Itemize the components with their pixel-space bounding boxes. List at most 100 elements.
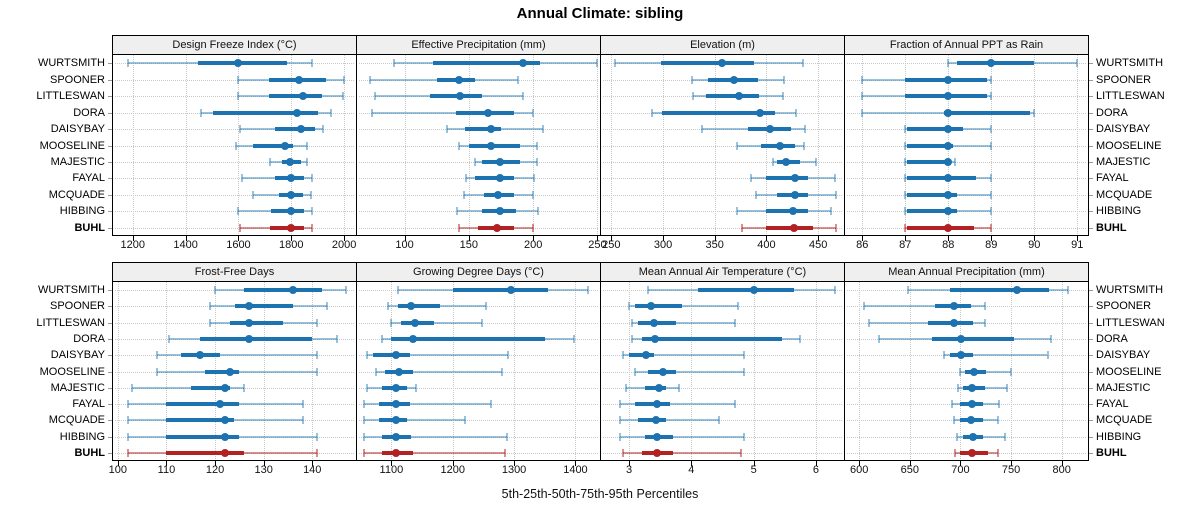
iqr-bar-wurtsmith bbox=[956, 61, 1035, 66]
station-tick-left bbox=[108, 145, 112, 147]
iqr-bar-dora bbox=[641, 336, 782, 341]
whisker-cap-high bbox=[536, 157, 538, 166]
median-dot-daisybay bbox=[765, 125, 774, 134]
whisker-cap-low bbox=[209, 318, 212, 327]
x-tick-label: 750 bbox=[1001, 464, 1021, 476]
station-label-left: FAYAL bbox=[72, 398, 105, 411]
x-tick-label: 100 bbox=[395, 239, 414, 251]
median-dot-wurtsmith bbox=[749, 286, 758, 295]
panel-elevation-m: Elevation (m) bbox=[600, 35, 845, 236]
median-dot-fayal bbox=[495, 174, 504, 183]
station-tick-right bbox=[1089, 387, 1093, 389]
whisker-cap-high bbox=[737, 302, 740, 311]
station-tick-left bbox=[108, 161, 112, 163]
median-dot-mooseline bbox=[659, 367, 668, 376]
station-tick-left bbox=[108, 227, 112, 229]
whisker-cap-low bbox=[381, 334, 384, 343]
median-dot-spooner bbox=[944, 75, 953, 84]
x-tick bbox=[991, 236, 993, 241]
whisker-cap-high bbox=[310, 190, 313, 199]
station-gridline bbox=[115, 79, 354, 81]
x-tick-label: 110 bbox=[157, 464, 176, 476]
whisker-cap-high bbox=[996, 448, 999, 457]
panel-plot bbox=[600, 55, 845, 236]
x-tick bbox=[597, 236, 599, 241]
whisker-cap-high bbox=[586, 286, 589, 295]
x-tick-label: 86 bbox=[856, 239, 869, 251]
iqr-bar-daisybay bbox=[629, 353, 654, 358]
whisker-cap-low bbox=[954, 448, 957, 457]
station-tick-right bbox=[1089, 290, 1093, 292]
iqr-bar-daisybay bbox=[372, 353, 410, 358]
x-tick bbox=[859, 461, 861, 466]
station-gridline bbox=[115, 161, 354, 163]
station-gridline bbox=[115, 420, 354, 422]
whisker-cap-high bbox=[532, 108, 535, 117]
median-dot-dora bbox=[408, 334, 417, 343]
station-label-right: MOOSELINE bbox=[1096, 365, 1162, 378]
x-gridline bbox=[859, 282, 861, 460]
x-tick bbox=[166, 461, 168, 466]
percentile-whisker-spooner bbox=[629, 305, 739, 308]
whisker-cap-low bbox=[393, 59, 396, 68]
whisker-cap-high bbox=[1003, 432, 1006, 441]
median-dot-mcquade bbox=[944, 190, 953, 199]
station-tick-left bbox=[108, 306, 112, 308]
median-dot-mcquade bbox=[287, 190, 296, 199]
whisker-cap-high bbox=[573, 334, 576, 343]
median-dot-buhl bbox=[287, 223, 296, 232]
percentile-whisker-fayal bbox=[363, 403, 491, 406]
whisker-cap-low bbox=[209, 302, 212, 311]
median-dot-mooseline bbox=[280, 141, 289, 150]
median-dot-wurtsmith bbox=[507, 286, 516, 295]
x-tick-label: 1400 bbox=[173, 239, 198, 251]
iqr-bar-dora bbox=[943, 110, 1030, 115]
x-tick-label: 650 bbox=[900, 464, 919, 476]
x-tick-label: 250 bbox=[602, 239, 621, 251]
x-gridline bbox=[1061, 282, 1063, 460]
x-gridline bbox=[132, 55, 134, 235]
median-dot-hibbing bbox=[968, 432, 977, 441]
station-gridline bbox=[115, 96, 354, 98]
median-dot-mooseline bbox=[775, 141, 784, 150]
median-dot-mcquade bbox=[391, 416, 400, 425]
iqr-bar-wurtsmith bbox=[697, 288, 795, 293]
station-label-right: DORA bbox=[1096, 106, 1128, 119]
median-dot-dora bbox=[944, 108, 953, 117]
whisker-cap-high bbox=[321, 125, 324, 134]
x-tick bbox=[753, 461, 755, 466]
median-dot-mcquade bbox=[220, 416, 229, 425]
iqr-bar-littleswan bbox=[928, 320, 973, 325]
station-tick-left bbox=[108, 63, 112, 65]
whisker-cap-low bbox=[214, 286, 217, 295]
iqr-bar-mcquade bbox=[907, 192, 957, 197]
iqr-bar-dora bbox=[662, 110, 775, 115]
whisker-cap-low bbox=[375, 367, 378, 376]
station-tick-right bbox=[1089, 79, 1093, 81]
percentile-whisker-littleswan bbox=[632, 321, 735, 324]
x-tick bbox=[452, 461, 454, 466]
x-tick-label: 6 bbox=[812, 464, 820, 476]
median-dot-spooner bbox=[295, 75, 304, 84]
whisker-cap-low bbox=[692, 92, 695, 101]
whisker-cap-low bbox=[237, 92, 240, 101]
whisker-cap-high bbox=[311, 59, 314, 68]
median-dot-littleswan bbox=[950, 318, 959, 327]
median-dot-majestic bbox=[220, 383, 229, 392]
whisker-cap-low bbox=[953, 416, 956, 425]
iqr-bar-hibbing bbox=[166, 434, 240, 439]
iqr-bar-mooseline bbox=[205, 369, 240, 374]
whisker-cap-high bbox=[481, 318, 484, 327]
whisker-cap-low bbox=[126, 416, 129, 425]
whisker-cap-low bbox=[371, 108, 374, 117]
station-label-left: DORA bbox=[73, 332, 105, 345]
x-tick bbox=[1077, 236, 1079, 241]
whisker-cap-low bbox=[457, 223, 460, 232]
station-label-right: BUHL bbox=[1096, 221, 1127, 234]
whisker-cap-high bbox=[743, 367, 746, 376]
whisker-cap-low bbox=[368, 75, 371, 84]
station-label-right: SPOONER bbox=[1096, 300, 1152, 313]
whisker-cap-high bbox=[329, 108, 332, 117]
station-gridline bbox=[603, 420, 842, 422]
panel-strip: Mean Annual Precipitation (mm) bbox=[844, 262, 1089, 282]
